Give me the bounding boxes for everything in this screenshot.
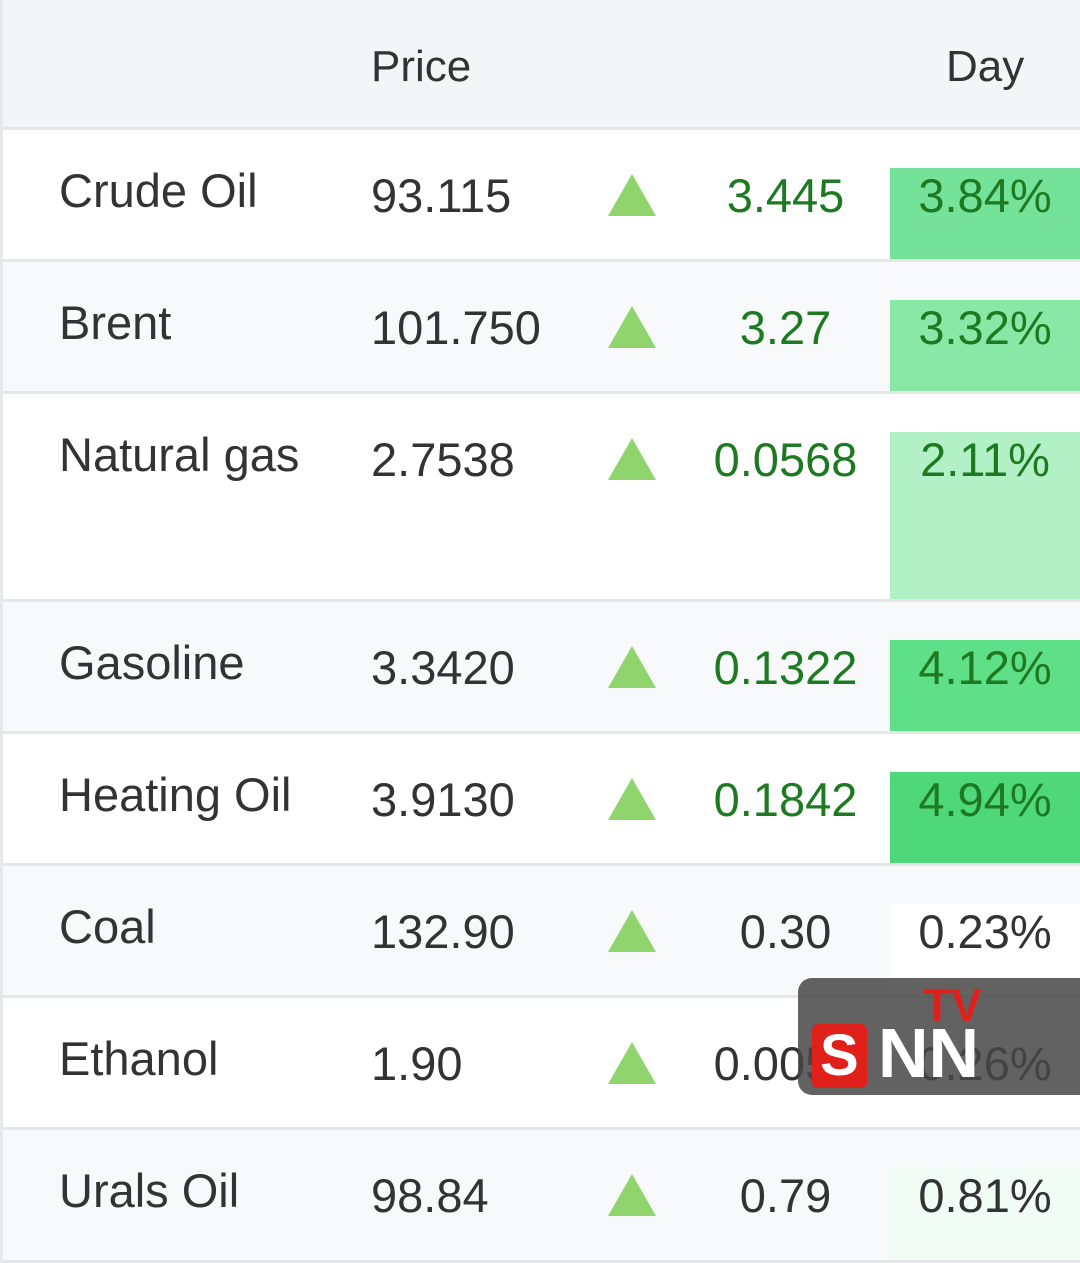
up-arrow (608, 1042, 656, 1084)
arrow-shape (608, 1042, 656, 1084)
price: 3.9130 (371, 773, 515, 826)
header-price: Price (371, 42, 472, 91)
up-arrow (608, 646, 656, 688)
price: 93.115 (371, 169, 512, 222)
arrow-shape (608, 438, 656, 480)
price: 98.84 (371, 1169, 489, 1222)
change: 0.0568 (713, 433, 858, 486)
day-change: 2.11% (920, 433, 1050, 486)
day-cell (890, 168, 1080, 259)
arrow-shape (608, 646, 656, 688)
day-change: 4.12% (918, 641, 1052, 694)
watermark: S NN TV (798, 978, 1080, 1095)
day-change: 4.94% (918, 773, 1052, 826)
up-arrow (608, 778, 656, 820)
price: 132.90 (371, 905, 515, 958)
commodity-name: Brent (59, 296, 172, 349)
up-arrow (608, 174, 656, 216)
day-change: 0.81% (918, 1169, 1052, 1222)
table-row: Crude Oil 93.115 3.445 3.84% (3, 130, 1080, 262)
commodity-name: Ethanol (59, 1032, 219, 1085)
change: 3.445 (726, 169, 845, 222)
day-cell (890, 300, 1080, 391)
table-row: Brent 101.750 3.27 3.32% (3, 262, 1080, 394)
day-change: 3.84% (918, 169, 1052, 222)
table-row: Natural gas 2.7538 0.0568 2.11% (3, 394, 1080, 602)
commodity-name: Urals Oil (59, 1164, 240, 1217)
day-cell (890, 432, 1080, 599)
commodity-name: Gasoline (59, 636, 245, 689)
header-row: Price Day (3, 0, 1080, 130)
change: 0.79 (739, 1169, 832, 1222)
table-row: Heating Oil 3.9130 0.1842 4.94% (3, 734, 1080, 866)
price: 3.3420 (371, 641, 515, 694)
watermark-nn: NN (878, 1014, 980, 1092)
arrow-shape (608, 306, 656, 348)
change: 0.30 (739, 905, 832, 958)
price: 101.750 (371, 301, 541, 354)
change: 0.1322 (713, 641, 858, 694)
commodity-name: Crude Oil (59, 164, 258, 217)
day-cell (890, 640, 1080, 731)
day-cell (890, 1168, 1080, 1260)
price: 1.90 (371, 1037, 463, 1090)
day-change: 0.23% (918, 905, 1052, 958)
arrow-shape (608, 778, 656, 820)
up-arrow (608, 910, 656, 952)
day-change: 3.32% (918, 301, 1052, 354)
day-cell (890, 772, 1080, 863)
header-day: Day (946, 42, 1025, 91)
up-arrow (608, 1174, 656, 1216)
watermark-tv: TV (923, 979, 982, 1031)
arrow-shape (608, 1174, 656, 1216)
commodity-name: Heating Oil (59, 768, 292, 821)
commodity-name: Coal (59, 900, 156, 953)
up-arrow (608, 438, 656, 480)
price: 2.7538 (371, 433, 515, 486)
table-row: Gasoline 3.3420 0.1322 4.12% (3, 602, 1080, 734)
arrow-shape (608, 174, 656, 216)
change: 0.1842 (713, 773, 858, 826)
watermark-s: S (812, 1024, 867, 1088)
change: 3.27 (739, 301, 832, 354)
arrow-shape (608, 910, 656, 952)
commodity-name: Natural gas (59, 428, 300, 481)
table-row: Urals Oil 98.84 0.79 0.81% (3, 1130, 1080, 1263)
up-arrow (608, 306, 656, 348)
